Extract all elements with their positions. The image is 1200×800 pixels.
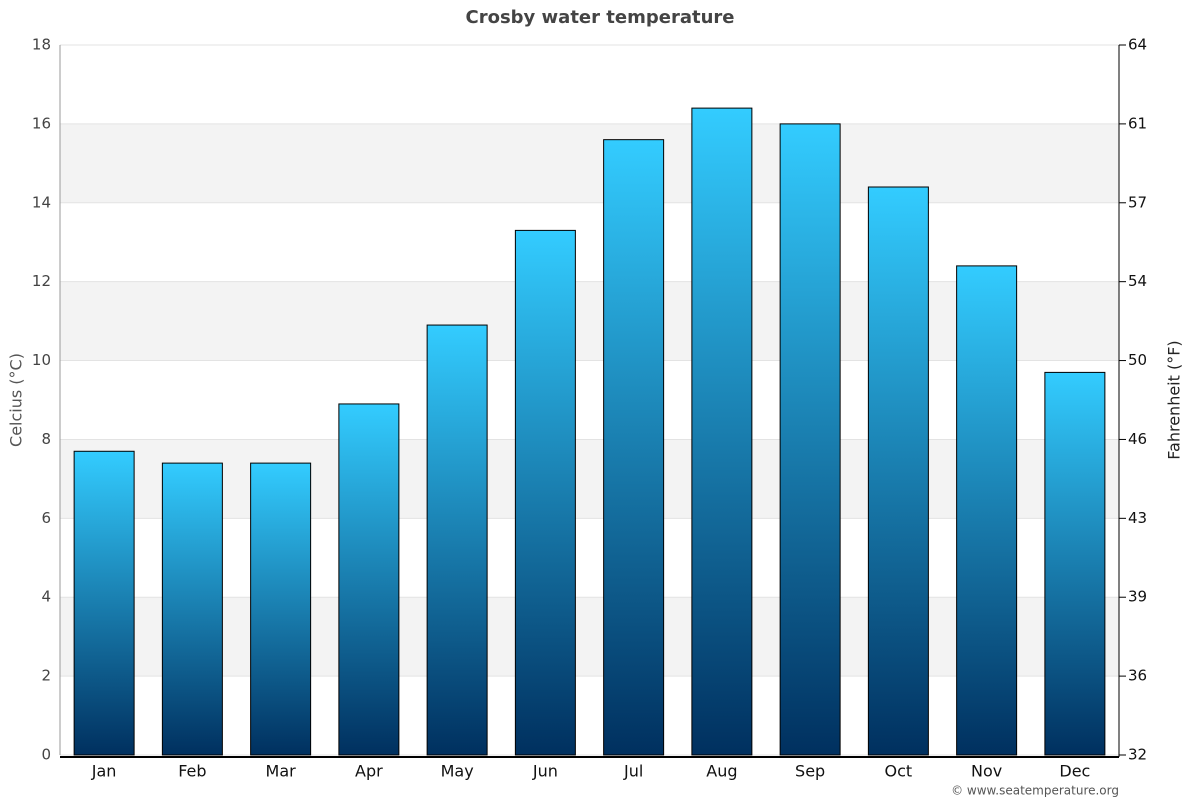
y2-tick-label: 46 <box>1128 430 1147 448</box>
x-tick-label: Jun <box>532 762 558 781</box>
y2-tick-label: 64 <box>1128 36 1147 54</box>
x-tick-label: Apr <box>355 762 383 781</box>
bar <box>1044 371 1106 756</box>
y2-tick-label: 57 <box>1128 193 1147 211</box>
y2-tick-label: 32 <box>1128 746 1147 764</box>
grid-band <box>60 597 1119 677</box>
y2-axis-label: Fahrenheit (°F) <box>1165 340 1184 459</box>
y2-tick-label: 36 <box>1128 667 1147 685</box>
y-tick-label: 4 <box>41 588 51 606</box>
y-tick-label: 14 <box>32 193 51 211</box>
x-tick-label: May <box>441 762 474 781</box>
y-tick-label: 10 <box>32 351 51 369</box>
y-tick-label: 12 <box>32 272 51 290</box>
y2-tick-label: 50 <box>1128 351 1147 369</box>
x-tick-label: Dec <box>1059 762 1090 781</box>
x-tick-label: Feb <box>178 762 206 781</box>
y-tick-label: 18 <box>32 36 51 54</box>
bar <box>603 139 665 756</box>
x-tick-label: Mar <box>266 762 297 781</box>
y-tick-label: 16 <box>32 114 51 132</box>
y-tick-label: 6 <box>41 509 51 527</box>
bar <box>779 123 841 756</box>
source-credit: © www.seatemperature.org <box>951 784 1119 798</box>
bar <box>250 462 312 756</box>
y2-tick-label: 61 <box>1128 114 1147 132</box>
y2-tick-label: 39 <box>1128 588 1147 606</box>
bar <box>161 462 223 756</box>
bar <box>691 107 753 756</box>
x-tick-label: Aug <box>706 762 737 781</box>
grid-band <box>60 439 1119 519</box>
y-tick-label: 8 <box>41 430 51 448</box>
grid-band <box>60 281 1119 361</box>
x-tick-label: Sep <box>795 762 825 781</box>
chart-title: Crosby water temperature <box>466 7 735 28</box>
x-tick-label: Oct <box>885 762 913 781</box>
x-tick-label: Nov <box>971 762 1002 781</box>
y2-tick-label: 54 <box>1128 272 1147 290</box>
bar <box>867 186 929 756</box>
y-tick-label: 2 <box>41 667 51 685</box>
bar <box>956 265 1018 756</box>
bar <box>73 450 135 756</box>
grid-band <box>60 123 1119 203</box>
y2-tick-label: 43 <box>1128 509 1147 527</box>
bar <box>514 229 576 756</box>
bar <box>338 403 400 756</box>
y-axis-label: Celcius (°C) <box>7 353 26 447</box>
bar <box>426 324 488 756</box>
x-tick-label: Jul <box>623 762 643 781</box>
x-tick-label: Jan <box>91 762 117 781</box>
y-tick-label: 0 <box>41 746 51 764</box>
